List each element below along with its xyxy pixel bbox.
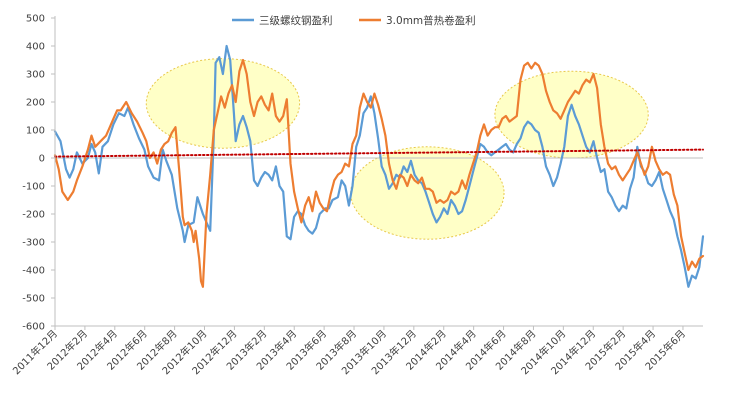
x-axis: 2011年12月2012年2月2012年4月2012年6月2012年8月2012…: [10, 325, 703, 377]
y-tick-label: -400: [22, 266, 45, 277]
legend: 三级螺纹钢盈利 3.0mm普热卷盈利: [232, 14, 476, 27]
highlight-ellipse-3: [494, 70, 649, 159]
y-tick-label: 300: [26, 70, 45, 81]
y-axis: 500 400 300 200 100 0 -100 -200 -300 -400 -500 -600: [22, 14, 56, 333]
y-tick-label: -300: [22, 238, 45, 249]
y-tick-label: 400: [26, 42, 45, 53]
series-line-2: [53, 58, 705, 288]
y-tick-label: 100: [26, 126, 45, 137]
y-tick-label: -600: [22, 322, 45, 333]
legend-label-1: 三级螺纹钢盈利: [259, 14, 333, 27]
y-tick-label: -100: [22, 182, 45, 193]
highlight-ellipse-2: [350, 146, 505, 240]
series-line-1: [53, 44, 705, 288]
series-lines: [53, 44, 705, 288]
trend-line: [54, 148, 704, 158]
legend-label-2: 3.0mm普热卷盈利: [386, 14, 476, 27]
y-tick-label: 500: [26, 14, 45, 25]
y-tick-label: -200: [22, 210, 45, 221]
y-tick-label: 0: [39, 154, 45, 165]
y-tick-label: -500: [22, 294, 45, 305]
highlight-ellipses: [145, 58, 649, 240]
y-tick-label: 200: [26, 98, 45, 109]
